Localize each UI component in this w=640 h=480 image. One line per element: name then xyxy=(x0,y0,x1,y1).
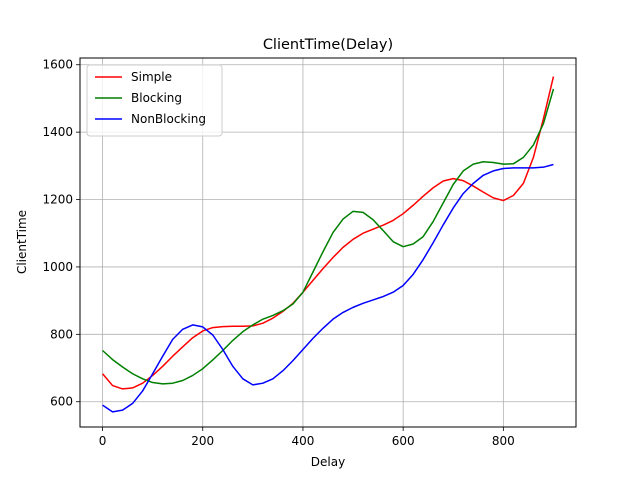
y-axis-title: ClientTime xyxy=(15,210,29,274)
x-tick-label: 200 xyxy=(191,434,214,448)
y-tick-label: 1200 xyxy=(42,193,73,207)
series-line-simple xyxy=(101,76,555,390)
legend: Simple Blocking NonBlocking xyxy=(86,64,223,137)
series-line-nonblocking xyxy=(102,163,554,413)
chart-title: ClientTime(Delay) xyxy=(263,37,393,53)
y-tick-label: 800 xyxy=(50,327,73,341)
legend-label-nonblocking: NonBlocking xyxy=(131,112,206,126)
y-tick-label: 600 xyxy=(50,395,73,409)
x-tick-label: 800 xyxy=(492,434,515,448)
legend-label-simple: Simple xyxy=(131,70,172,84)
series-line-blocking xyxy=(102,88,555,385)
ticks: 0 200 400 600 800 600 800 1000 1200 1400 1600 xyxy=(42,58,514,448)
y-tick-label: 1600 xyxy=(42,58,73,72)
y-tick-label: 1400 xyxy=(42,125,73,139)
x-axis-title: Delay xyxy=(311,455,345,469)
y-tick-label: 1000 xyxy=(42,260,73,274)
series-lines xyxy=(101,76,555,413)
x-tick-label: 400 xyxy=(291,434,314,448)
x-tick-label: 0 xyxy=(99,434,107,448)
plot-frame xyxy=(79,57,577,428)
legend-label-blocking: Blocking xyxy=(131,91,182,105)
x-tick-label: 600 xyxy=(392,434,415,448)
